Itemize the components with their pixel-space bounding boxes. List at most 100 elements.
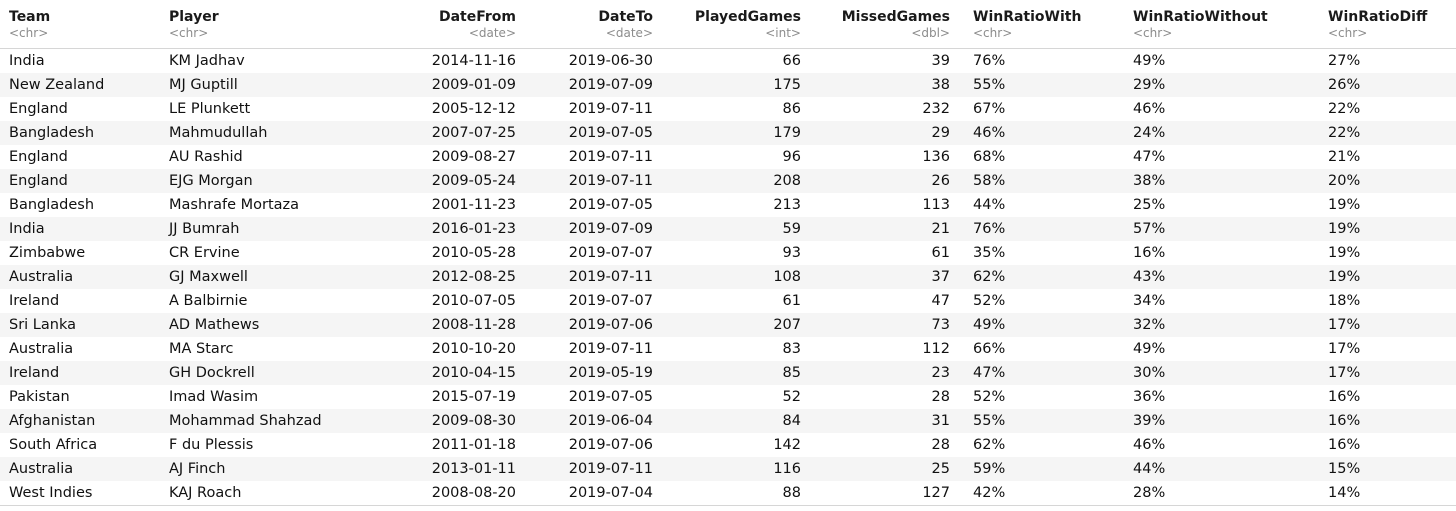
column-type: <date> xyxy=(605,26,653,40)
cell-player: EJG Morgan xyxy=(160,169,400,193)
cell-winratiowith: 55% xyxy=(964,409,1124,433)
column-name: PlayedGames xyxy=(694,9,801,25)
table-row: Australia MA Starc 2010-10-20 2019-07-11 83 1… xyxy=(0,337,1456,361)
cell-winratiodiff: 21% xyxy=(1328,149,1361,165)
cell-playedgames: 179 xyxy=(667,121,815,145)
cell-dateto: 2019-07-04 xyxy=(530,481,667,506)
cell-player: KAJ Roach xyxy=(160,481,400,506)
cell-winratiodiff: 19% xyxy=(1328,197,1361,213)
table-row: Zimbabwe CR Ervine 2010-05-28 2019-07-07 93 6… xyxy=(0,241,1456,265)
cell-team: England xyxy=(0,169,160,193)
cell-winratiowith: 52% xyxy=(973,389,1006,405)
cell-player: Mahmudullah xyxy=(160,121,400,145)
cell-team: New Zealand xyxy=(0,73,160,97)
cell-dateto: 2019-07-11 xyxy=(568,101,653,117)
cell-playedgames: 208 xyxy=(667,169,815,193)
cell-winratiowith: 44% xyxy=(973,197,1006,213)
cell-winratiowith: 59% xyxy=(964,457,1124,481)
cell-player: MA Starc xyxy=(169,341,234,357)
table-row: Australia GJ Maxwell 2012-08-25 2019-07-11 1… xyxy=(0,265,1456,289)
column-name: MissedGames xyxy=(841,9,950,25)
cell-datefrom: 2010-04-15 xyxy=(400,361,530,385)
cell-playedgames: 142 xyxy=(773,437,801,453)
cell-team: Pakistan xyxy=(9,389,70,405)
cell-winratiowith: 76% xyxy=(973,53,1006,69)
cell-playedgames: 96 xyxy=(782,149,801,165)
cell-datefrom: 2014-11-16 xyxy=(431,53,516,69)
cell-winratiowithout: 39% xyxy=(1124,409,1319,433)
cell-team: Sri Lanka xyxy=(0,313,160,337)
cell-player: A Balbirnie xyxy=(169,293,248,309)
cell-datefrom: 2012-08-25 xyxy=(400,265,530,289)
cell-winratiowithout: 32% xyxy=(1124,313,1319,337)
cell-winratiowith: 55% xyxy=(964,73,1124,97)
column-header-winratiowithout[interactable]: WinRatioWithout <chr> xyxy=(1124,0,1319,49)
cell-winratiowith: 76% xyxy=(964,217,1124,241)
column-name: DateTo xyxy=(598,9,653,25)
cell-winratiowithout: 36% xyxy=(1133,389,1166,405)
cell-playedgames: 84 xyxy=(667,409,815,433)
cell-winratiowithout: 25% xyxy=(1133,197,1166,213)
column-header-playedgames[interactable]: PlayedGames <int> xyxy=(667,0,815,49)
cell-player: AJ Finch xyxy=(160,457,400,481)
cell-playedgames: 83 xyxy=(782,341,801,357)
cell-playedgames: 88 xyxy=(667,481,815,506)
cell-winratiodiff: 14% xyxy=(1319,481,1456,506)
column-header-winratiowith[interactable]: WinRatioWith <chr> xyxy=(964,0,1124,49)
cell-team: Ireland xyxy=(0,361,160,385)
cell-team: Bangladesh xyxy=(0,121,160,145)
cell-team: Zimbabwe xyxy=(9,245,86,261)
cell-winratiowith: 35% xyxy=(973,245,1006,261)
cell-datefrom: 2008-08-20 xyxy=(400,481,530,506)
cell-datefrom: 2005-12-12 xyxy=(431,101,516,117)
cell-playedgames: 66 xyxy=(782,53,801,69)
cell-winratiowithout: 47% xyxy=(1133,149,1166,165)
column-header-winratiodiff[interactable]: WinRatioDiff <chr> xyxy=(1319,0,1456,49)
cell-winratiowithout: 49% xyxy=(1133,341,1166,357)
cell-datefrom: 2010-05-28 xyxy=(431,245,516,261)
cell-missedgames: 26 xyxy=(815,169,964,193)
cell-winratiowith: 67% xyxy=(973,101,1006,117)
table-row: Sri Lanka AD Mathews 2008-11-28 2019-07-06 2… xyxy=(0,313,1456,337)
cell-player: AU Rashid xyxy=(169,149,243,165)
cell-player: JJ Bumrah xyxy=(160,217,400,241)
column-name: DateFrom xyxy=(438,9,516,25)
column-header-missedgames[interactable]: MissedGames <dbl> xyxy=(815,0,964,49)
column-name: Team xyxy=(9,9,51,25)
cell-winratiodiff: 22% xyxy=(1319,121,1456,145)
cell-playedgames: 61 xyxy=(782,293,801,309)
cell-winratiowithout: 57% xyxy=(1124,217,1319,241)
cell-winratiowithout: 44% xyxy=(1124,457,1319,481)
column-name: WinRatioWithout xyxy=(1133,9,1268,25)
cell-team: Afghanistan xyxy=(0,409,160,433)
table-row: Ireland A Balbirnie 2010-07-05 2019-07-07 61… xyxy=(0,289,1456,313)
cell-dateto: 2019-07-05 xyxy=(568,197,653,213)
column-header-datefrom[interactable]: DateFrom <date> xyxy=(400,0,530,49)
cell-datefrom: 2007-07-25 xyxy=(400,121,530,145)
column-type: <chr> xyxy=(973,26,1013,40)
table-row: Ireland GH Dockrell 2010-04-15 2019-05-19 85… xyxy=(0,361,1456,385)
cell-missedgames: 113 xyxy=(922,197,950,213)
cell-winratiodiff: 16% xyxy=(1328,437,1361,453)
cell-winratiowithout: 34% xyxy=(1133,293,1166,309)
column-name: WinRatioDiff xyxy=(1328,9,1428,25)
cell-player: CR Ervine xyxy=(169,245,240,261)
cell-playedgames: 59 xyxy=(667,217,815,241)
cell-dateto: 2019-06-30 xyxy=(568,53,653,69)
cell-missedgames: 73 xyxy=(815,313,964,337)
column-header-player[interactable]: Player <chr> xyxy=(160,0,400,49)
cell-missedgames: 21 xyxy=(815,217,964,241)
cell-team: Ireland xyxy=(9,293,60,309)
cell-player: KM Jadhav xyxy=(169,53,245,69)
cell-missedgames: 29 xyxy=(815,121,964,145)
cell-dateto: 2019-07-06 xyxy=(530,313,667,337)
cell-team: Australia xyxy=(0,457,160,481)
cell-winratiowith: 49% xyxy=(964,313,1124,337)
cell-team: West Indies xyxy=(0,481,160,506)
column-type: <date> xyxy=(468,26,516,40)
cell-datefrom: 2010-10-20 xyxy=(431,341,516,357)
column-header-team[interactable]: Team <chr> xyxy=(0,0,160,49)
column-header-dateto[interactable]: DateTo <date> xyxy=(530,0,667,49)
table-row: New Zealand MJ Guptill 2009-01-09 2019-07-0… xyxy=(0,73,1456,97)
cell-winratiowithout: 16% xyxy=(1133,245,1166,261)
